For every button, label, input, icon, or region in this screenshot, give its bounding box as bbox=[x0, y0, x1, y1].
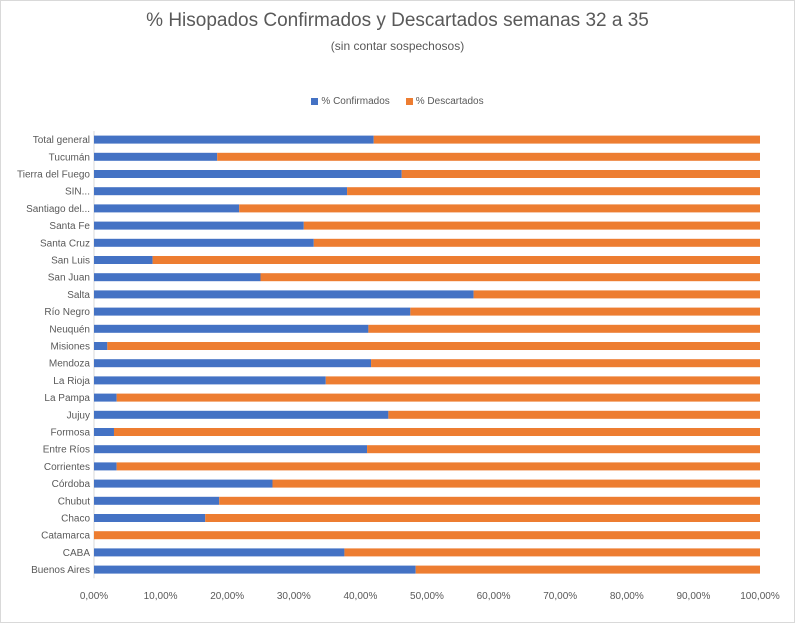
bar-confirmados bbox=[94, 238, 314, 247]
bar-descartados bbox=[116, 462, 761, 471]
y-tick-label: Total general bbox=[33, 135, 90, 146]
x-tick-label: 60,00% bbox=[477, 591, 511, 602]
bar-confirmados bbox=[94, 393, 117, 402]
bar-descartados bbox=[325, 376, 760, 385]
legend-item-confirmados: % Confirmados bbox=[311, 96, 390, 107]
y-tick-label: Entre Ríos bbox=[43, 445, 90, 456]
chart-subtitle: (sin contar sospechosos) bbox=[330, 39, 465, 53]
y-tick-label: La Rioja bbox=[53, 376, 90, 387]
y-tick-label: Córdoba bbox=[52, 479, 91, 490]
y-tick-label: Chubut bbox=[58, 496, 90, 507]
x-tick-label: 80,00% bbox=[610, 591, 644, 602]
bar-confirmados bbox=[94, 514, 206, 522]
y-tick-label: Mendoza bbox=[49, 359, 91, 370]
y-tick-label: San Luis bbox=[51, 256, 90, 267]
bar-descartados bbox=[473, 290, 760, 299]
bar-descartados bbox=[219, 496, 760, 505]
bar-descartados bbox=[152, 256, 760, 264]
bar-descartados bbox=[347, 187, 760, 196]
bar-descartados bbox=[272, 479, 760, 488]
legend-label-confirmados: % Confirmados bbox=[321, 96, 390, 107]
bar-confirmados bbox=[94, 221, 304, 230]
bar-confirmados bbox=[94, 256, 153, 264]
bar-confirmados bbox=[94, 548, 345, 557]
bar-descartados bbox=[303, 221, 760, 230]
bar-confirmados bbox=[94, 445, 368, 454]
y-tick-label: Catamarca bbox=[41, 531, 90, 542]
legend-item-descartados: % Descartados bbox=[405, 96, 484, 107]
bar-descartados bbox=[113, 428, 761, 436]
bar-confirmados bbox=[94, 152, 218, 161]
legend-label-descartados: % Descartados bbox=[415, 96, 484, 107]
bar-descartados bbox=[373, 135, 760, 144]
chart-legend: % Confirmados % Descartados bbox=[0, 96, 795, 107]
y-tick-label: Jujuy bbox=[67, 410, 90, 421]
chart-title: % Hisopados Confirmados y Descartados se… bbox=[146, 10, 649, 31]
x-tick-label: 20,00% bbox=[210, 591, 244, 602]
x-tick-label: 70,00% bbox=[543, 591, 577, 602]
bar-descartados bbox=[388, 410, 760, 419]
bar-confirmados bbox=[94, 187, 348, 196]
bar-confirmados bbox=[94, 273, 261, 282]
x-tick-label: 100,00% bbox=[740, 591, 780, 602]
bar-confirmados bbox=[94, 324, 369, 333]
bar-confirmados bbox=[94, 410, 389, 419]
x-tick-label: 30,00% bbox=[277, 591, 311, 602]
y-tick-label: CABA bbox=[63, 548, 91, 559]
bar-confirmados bbox=[94, 342, 108, 350]
x-tick-label: 50,00% bbox=[410, 591, 444, 602]
y-tick-label: Santa Cruz bbox=[40, 238, 90, 249]
y-tick-label: Misiones bbox=[51, 342, 90, 353]
bar-descartados bbox=[368, 324, 760, 333]
bar-descartados bbox=[107, 342, 760, 350]
bar-descartados bbox=[205, 514, 761, 522]
bar-confirmados bbox=[94, 376, 326, 385]
x-tick-label: 90,00% bbox=[676, 591, 710, 602]
bar-descartados bbox=[401, 170, 760, 178]
bar-descartados bbox=[260, 273, 760, 282]
y-tick-label: Río Negro bbox=[44, 307, 90, 318]
bar-descartados bbox=[116, 393, 761, 402]
y-tick-label: Tierra del Fuego bbox=[17, 170, 90, 181]
y-tick-label: Corrientes bbox=[44, 462, 90, 473]
y-tick-label: Chaco bbox=[61, 514, 90, 525]
y-tick-label: Formosa bbox=[51, 428, 91, 439]
bar-confirmados bbox=[94, 170, 402, 178]
bar-confirmados bbox=[94, 479, 273, 488]
bar-confirmados bbox=[94, 307, 411, 316]
y-tick-label: San Juan bbox=[48, 273, 90, 284]
bar-descartados bbox=[94, 531, 760, 540]
bar-descartados bbox=[239, 204, 761, 213]
bar-descartados bbox=[217, 152, 760, 161]
y-tick-label: Santa Fe bbox=[49, 221, 90, 232]
bar-confirmados bbox=[94, 290, 474, 299]
y-tick-label: SIN... bbox=[65, 187, 90, 198]
bar-confirmados bbox=[94, 496, 220, 505]
bar-confirmados bbox=[94, 428, 114, 436]
bar-descartados bbox=[344, 548, 760, 557]
bar-descartados bbox=[313, 238, 760, 247]
y-tick-label: Buenos Aires bbox=[31, 565, 90, 576]
x-tick-label: 10,00% bbox=[144, 591, 178, 602]
legend-swatch-descartados bbox=[405, 98, 413, 105]
legend-swatch-confirmados bbox=[311, 98, 319, 105]
y-tick-label: La Pampa bbox=[44, 393, 90, 404]
y-tick-label: Santiago del... bbox=[26, 204, 90, 215]
bar-confirmados bbox=[94, 462, 117, 471]
y-tick-label: Tucumán bbox=[49, 152, 90, 163]
bar-confirmados bbox=[94, 359, 372, 368]
x-tick-label: 0,00% bbox=[80, 591, 108, 602]
bar-descartados bbox=[410, 307, 760, 316]
bar-confirmados bbox=[94, 204, 240, 213]
bar-descartados bbox=[371, 359, 760, 368]
bar-confirmados bbox=[94, 135, 374, 144]
bar-descartados bbox=[367, 445, 760, 454]
y-tick-label: Salta bbox=[67, 290, 90, 301]
bar-confirmados bbox=[94, 565, 416, 574]
x-tick-label: 40,00% bbox=[343, 591, 377, 602]
y-tick-label: Neuquén bbox=[49, 324, 90, 335]
bar-descartados bbox=[415, 565, 760, 574]
